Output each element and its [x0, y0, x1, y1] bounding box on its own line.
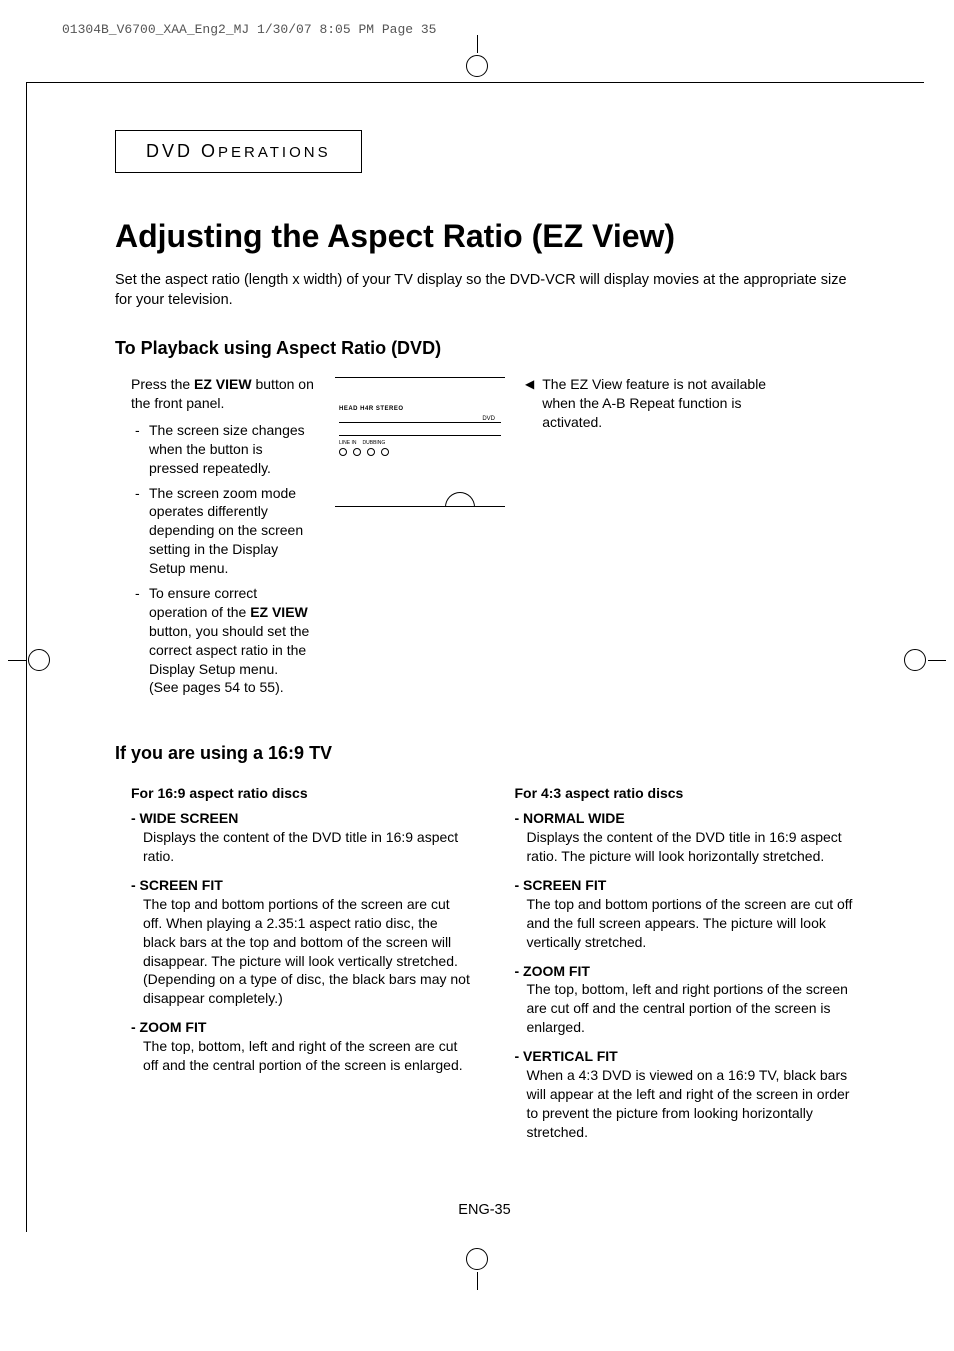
list-item: The screen size changes when the button … [131, 421, 315, 478]
note-text: The EZ View feature is not available whe… [542, 375, 775, 703]
device-button-icon [367, 448, 375, 456]
list-item: - VERTICAL FIT When a 4:3 DVD is viewed … [515, 1047, 855, 1141]
device-label: HEAD H4R STEREO [339, 406, 501, 412]
feature-description: The top and bottom portions of the scree… [515, 895, 855, 952]
feature-label: - VERTICAL FIT [515, 1047, 855, 1066]
feature-description: When a 4:3 DVD is viewed on a 16:9 TV, b… [515, 1066, 855, 1142]
list-item: The screen zoom mode operates differentl… [131, 484, 315, 578]
text: To ensure correct operation of the [149, 585, 257, 620]
page-number: ENG-35 [115, 1202, 854, 1218]
intro-text: Set the aspect ratio (length x width) of… [115, 271, 854, 310]
device-diagram: HEAD H4R STEREO DVD LINE IN DUBBING [335, 377, 505, 507]
playback-instructions: Press the EZ VIEW button on the front pa… [115, 375, 315, 703]
main-title: Adjusting the Aspect Ratio (EZ View) [115, 218, 854, 255]
playback-row: Press the EZ VIEW button on the front pa… [115, 375, 854, 703]
device-buttons [339, 448, 501, 456]
ez-view-label: EZ VIEW [250, 604, 308, 620]
feature-list: - NORMAL WIDE Displays the content of th… [499, 809, 855, 1141]
list-item: - SCREEN FIT The top and bottom portions… [131, 876, 471, 1008]
device-label: LINE IN [339, 440, 357, 446]
page-content: DVD OPERATIONS Adjusting the Aspect Rati… [0, 0, 954, 1298]
section-label-box: DVD OPERATIONS [115, 130, 362, 173]
section-label-rest: PERATIONS [218, 144, 331, 161]
feature-description: The top, bottom, left and right portions… [515, 980, 855, 1037]
list-item: - ZOOM FIT The top, bottom, left and rig… [131, 1018, 471, 1075]
feature-label: - WIDE SCREEN [131, 809, 471, 828]
instruction-list: The screen size changes when the button … [131, 421, 315, 697]
text: Press the [131, 376, 194, 392]
feature-description: Displays the content of the DVD title in… [131, 828, 471, 866]
device-label: DUBBING [363, 440, 386, 446]
ez-view-label: EZ VIEW [194, 376, 252, 392]
list-item: - SCREEN FIT The top and bottom portions… [515, 876, 855, 952]
tv-section-title: If you are using a 16:9 TV [115, 743, 854, 764]
feature-label: - NORMAL WIDE [515, 809, 855, 828]
device-button-icon [339, 448, 347, 456]
two-column-layout: For 16:9 aspect ratio discs - WIDE SCREE… [115, 784, 854, 1151]
list-item: To ensure correct operation of the EZ VI… [131, 584, 315, 697]
column-subheading: For 16:9 aspect ratio discs [115, 784, 471, 803]
feature-description: The top and bottom portions of the scree… [131, 895, 471, 1008]
feature-label: - SCREEN FIT [515, 876, 855, 895]
device-button-icon [381, 448, 389, 456]
column-subheading: For 4:3 aspect ratio discs [499, 784, 855, 803]
feature-label: - SCREEN FIT [131, 876, 471, 895]
feature-description: The top, bottom, left and right of the s… [131, 1037, 471, 1075]
see-pages: (See pages 54 to 55). [149, 679, 284, 695]
section-label-caps: DVD O [146, 141, 218, 161]
note-pointer: ◀ The EZ View feature is not available w… [525, 375, 775, 703]
device-labels-row: LINE IN DUBBING [339, 440, 501, 446]
arrow-left-icon: ◀ [525, 377, 534, 703]
list-item: - ZOOM FIT The top, bottom, left and rig… [515, 962, 855, 1038]
list-item: - NORMAL WIDE Displays the content of th… [515, 809, 855, 866]
feature-label: - ZOOM FIT [515, 962, 855, 981]
feature-list: - WIDE SCREEN Displays the content of th… [115, 809, 471, 1075]
section-label: DVD OPERATIONS [146, 144, 331, 161]
feature-description: Displays the content of the DVD title in… [515, 828, 855, 866]
device-arc [445, 492, 475, 507]
text: button, you should set the correct aspec… [149, 623, 309, 677]
device-button-icon [353, 448, 361, 456]
left-column: For 16:9 aspect ratio discs - WIDE SCREE… [115, 784, 471, 1151]
press-instruction: Press the EZ VIEW button on the front pa… [131, 375, 315, 413]
playback-title: To Playback using Aspect Ratio (DVD) [115, 338, 854, 359]
device-slot [339, 422, 501, 436]
feature-label: - ZOOM FIT [131, 1018, 471, 1037]
list-item: - WIDE SCREEN Displays the content of th… [131, 809, 471, 866]
right-column: For 4:3 aspect ratio discs - NORMAL WIDE… [499, 784, 855, 1151]
